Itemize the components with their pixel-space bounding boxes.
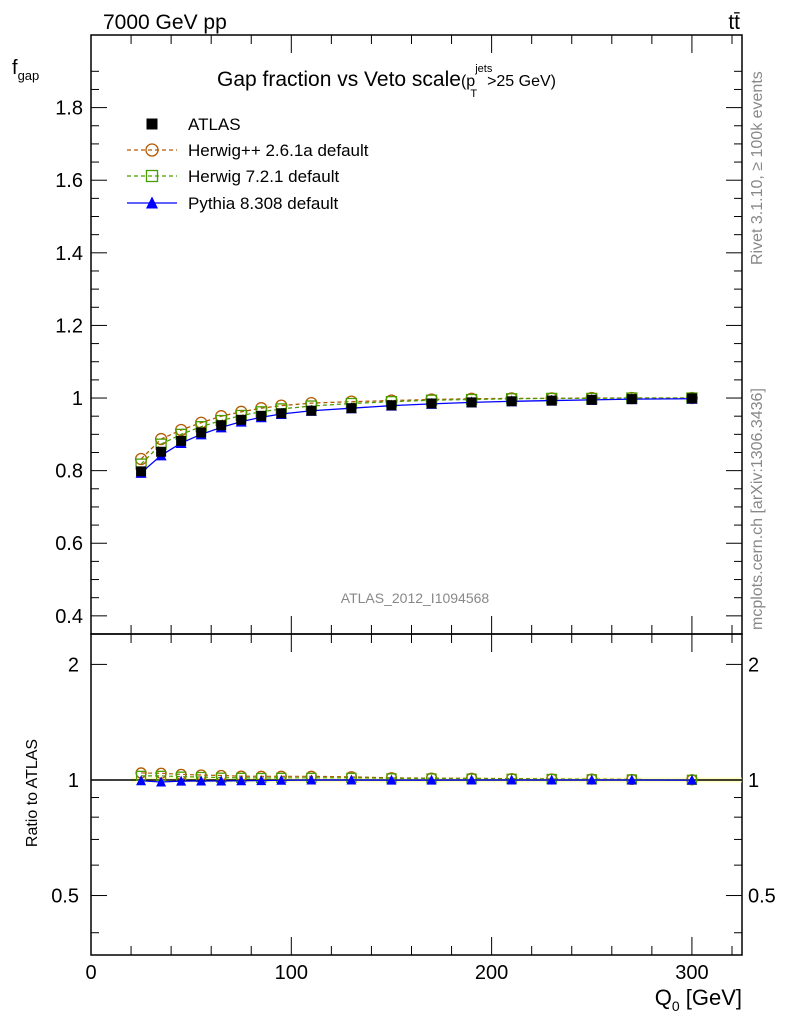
ratio-point (686, 774, 697, 785)
data-point (256, 410, 267, 421)
x-tick-label: 200 (475, 962, 508, 984)
legend-label: Pythia 8.308 default (188, 194, 339, 213)
data-point (506, 396, 517, 407)
ratio-series (135, 767, 698, 787)
ratio-point (176, 775, 187, 786)
analysis-label: ATLAS_2012_I1094568 (341, 590, 490, 606)
series-0 (136, 393, 697, 477)
ratio-point (626, 774, 637, 785)
x-axis-label: Q0 [GeV] (655, 985, 742, 1014)
legend-marker (145, 169, 159, 183)
ratio-line (141, 775, 692, 781)
ratio-point (256, 775, 267, 786)
data-point (426, 398, 437, 409)
ratio-tick-label-right: 0.5 (748, 886, 776, 908)
ratio-tick-label: 0.5 (51, 886, 79, 908)
ratio-y-axis-label: Ratio to ATLAS (24, 739, 41, 847)
data-point (586, 394, 597, 405)
data-point (176, 435, 187, 446)
x-tick-label: 100 (275, 962, 308, 984)
ratio-point (386, 774, 397, 785)
data-point (156, 446, 167, 457)
data-point (346, 403, 357, 414)
ratio-plot-frame (90, 633, 743, 956)
y-tick-label: 1.6 (55, 170, 83, 192)
ratio-point (466, 774, 477, 785)
ratio-point (426, 774, 437, 785)
ratio-point (196, 775, 207, 786)
data-point (386, 400, 397, 411)
ratio-line (141, 772, 692, 781)
data-point (546, 395, 557, 406)
data-point (306, 405, 317, 416)
x-tick-label: 300 (675, 962, 708, 984)
process-label: tt̄ (728, 11, 740, 34)
ratio-point (346, 774, 357, 785)
series-3 (135, 392, 698, 478)
ratio-axis-ticks: 0.5 0.5 1 1 2 2 (51, 654, 776, 934)
ratio-tick-label: 2 (68, 654, 79, 676)
y-axis-label: fgap (12, 57, 39, 83)
ratio-point (276, 774, 287, 785)
legend-label: ATLAS (188, 115, 241, 134)
x-tick-label: 0 (85, 962, 96, 984)
ratio-point (216, 775, 227, 786)
legend-marker (146, 118, 158, 130)
series-line (140, 397, 692, 460)
ratio-point (136, 775, 147, 786)
series-line (140, 398, 692, 474)
legend-label: Herwig++ 2.6.1a default (188, 141, 369, 160)
ratio-tick-label-right: 1 (748, 770, 759, 792)
ratio-point (586, 774, 597, 785)
y-tick-label: 1.4 (55, 243, 83, 265)
ratio-point (506, 774, 517, 785)
y-tick-label: 0.6 (55, 533, 83, 555)
main-series (134, 391, 699, 478)
legend-label: Herwig 7.2.1 default (188, 167, 339, 186)
data-point (466, 397, 477, 408)
ratio-tick-label: 1 (68, 770, 79, 792)
y-tick-label: 1.8 (55, 98, 83, 120)
legend-marker (145, 143, 159, 157)
y-tick-label: 1.2 (55, 315, 83, 337)
y-tick-label: 1 (72, 388, 83, 410)
data-point (276, 408, 287, 419)
energy-label: 7000 GeV pp (103, 11, 227, 34)
ratio-series-2 (136, 774, 697, 787)
ratio-tick-label-right: 2 (748, 654, 759, 676)
data-point (686, 393, 697, 404)
data-point (216, 420, 227, 431)
rivet-version-label: Rivet 3.1.10, ≥ 100k events (749, 71, 766, 265)
ratio-point (156, 776, 167, 787)
ratio-point (546, 774, 557, 785)
data-point (236, 414, 247, 425)
ratio-line (141, 779, 692, 783)
y-tick-label: 0.8 (55, 461, 83, 483)
legend: ATLAS Herwig++ 2.6.1a default Herwig 7.2.1… (127, 115, 369, 213)
chart-title: Gap fraction vs Veto scale(pjets T>25 GeV… (217, 63, 556, 100)
series-line (140, 397, 692, 465)
main-axis-ticks: 0.4 0.6 0.8 1 1.2 1.4 1.6 1.8 0 100 200 300 (55, 35, 742, 984)
source-label: mcplots.cern.ch [arXiv:1306.3436] (749, 388, 766, 630)
legend-marker (146, 196, 158, 209)
data-point (626, 394, 637, 405)
data-point (196, 427, 207, 438)
ratio-point (236, 775, 247, 786)
data-point (136, 466, 147, 477)
ratio-point (306, 774, 317, 785)
y-tick-label: 0.4 (55, 606, 83, 628)
